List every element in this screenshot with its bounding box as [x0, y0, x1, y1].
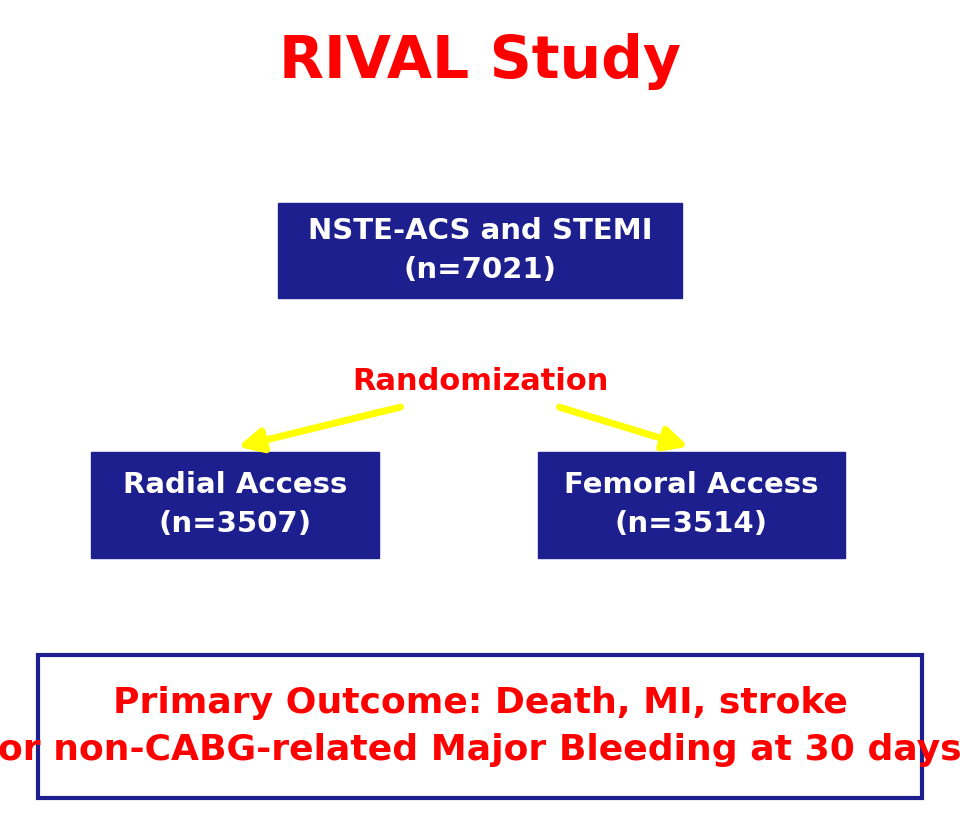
Text: Radial Access
(n=3507): Radial Access (n=3507): [123, 471, 348, 539]
Text: NSTE-ACS and STEMI
(n=7021): NSTE-ACS and STEMI (n=7021): [308, 217, 652, 284]
Text: Femoral Access
(n=3514): Femoral Access (n=3514): [564, 471, 819, 539]
FancyBboxPatch shape: [91, 452, 379, 558]
Text: Randomization: Randomization: [351, 367, 609, 397]
Text: RIVAL Study: RIVAL Study: [279, 33, 681, 90]
FancyBboxPatch shape: [38, 655, 922, 798]
FancyBboxPatch shape: [278, 204, 682, 297]
FancyBboxPatch shape: [538, 452, 845, 558]
Text: Primary Outcome: Death, MI, stroke
or non-CABG-related Major Bleeding at 30 days: Primary Outcome: Death, MI, stroke or no…: [0, 686, 960, 768]
